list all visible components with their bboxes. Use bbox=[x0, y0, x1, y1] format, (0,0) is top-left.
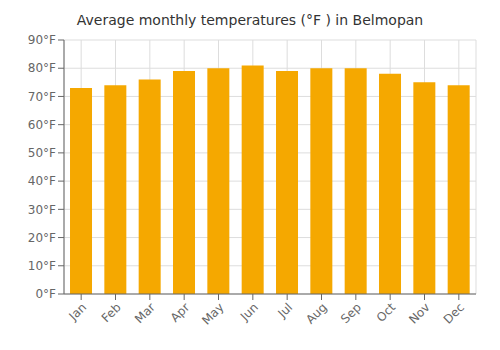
svg-text:Mar: Mar bbox=[132, 300, 158, 326]
svg-text:Sep: Sep bbox=[338, 300, 364, 326]
svg-text:Nov: Nov bbox=[406, 300, 432, 326]
svg-text:Oct: Oct bbox=[374, 300, 399, 325]
svg-text:0°F: 0°F bbox=[35, 287, 56, 301]
svg-text:Aug: Aug bbox=[303, 300, 329, 326]
svg-text:Feb: Feb bbox=[99, 300, 124, 325]
html-text:Average monthly temperatures (: Average monthly temperatures (°F ) in Be… bbox=[76, 12, 424, 28]
svg-text:70°F: 70°F bbox=[28, 90, 56, 104]
svg-text:Jun: Jun bbox=[237, 300, 261, 324]
svg-text:30°F: 30°F bbox=[28, 203, 56, 217]
svg-text:40°F: 40°F bbox=[28, 174, 56, 188]
svg-text:20°F: 20°F bbox=[28, 231, 56, 245]
svg-text:Jan: Jan bbox=[66, 300, 90, 324]
svg-text:May: May bbox=[199, 300, 226, 327]
svg-text:50°F: 50°F bbox=[28, 146, 56, 160]
svg-text:60°F: 60°F bbox=[28, 118, 56, 132]
svg-text:80°F: 80°F bbox=[28, 61, 56, 75]
svg-text:Dec: Dec bbox=[441, 300, 467, 326]
svg-text:Jul: Jul bbox=[274, 300, 295, 321]
svg-text:90°F: 90°F bbox=[28, 33, 56, 47]
svg-text:Apr: Apr bbox=[168, 300, 193, 325]
svg-text:10°F: 10°F bbox=[28, 259, 56, 273]
